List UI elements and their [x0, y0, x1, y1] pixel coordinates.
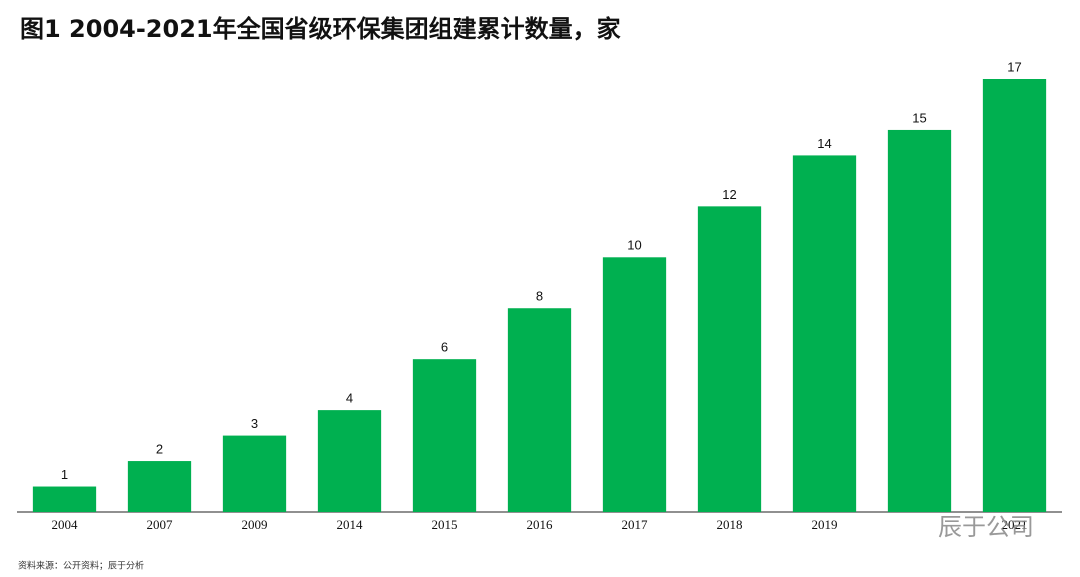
x-tick-label: 2014 — [337, 517, 364, 532]
bar — [317, 410, 382, 512]
value-label: 1 — [61, 467, 68, 482]
value-label: 12 — [722, 187, 736, 202]
value-label: 6 — [441, 340, 448, 355]
watermark: 辰于公司 — [938, 513, 1034, 541]
value-label: 3 — [251, 416, 258, 431]
x-tick-label: 2021 — [1002, 517, 1028, 532]
bar — [602, 257, 667, 512]
bar — [982, 79, 1047, 512]
bar — [32, 486, 97, 512]
bar — [222, 435, 287, 512]
x-tick-label: 2015 — [432, 517, 458, 532]
value-label: 4 — [346, 391, 353, 406]
x-tick-label: 2007 — [147, 517, 174, 532]
value-label: 14 — [817, 136, 831, 151]
x-tick-label: 2009 — [242, 517, 268, 532]
value-label: 2 — [156, 441, 163, 456]
chart-title: 图1 2004-2021年全国省级环保集团组建累计数量，家 — [20, 15, 621, 43]
bar — [697, 206, 762, 512]
bar — [507, 308, 572, 512]
x-tick-label: 2004 — [52, 517, 79, 532]
value-label: 8 — [536, 289, 543, 304]
source-note: 资料来源：公开资料；辰于分析 — [18, 560, 144, 572]
x-tick-label: 2016 — [527, 517, 554, 532]
bar — [887, 129, 952, 513]
x-tick-label: 2019 — [812, 517, 838, 532]
x-tick-label: 2018 — [717, 517, 743, 532]
bar — [412, 359, 477, 512]
value-label: 17 — [1007, 59, 1021, 74]
bar — [127, 461, 192, 512]
value-label: 10 — [627, 238, 641, 253]
value-label: 15 — [912, 110, 926, 125]
x-tick-label: 2017 — [622, 517, 649, 532]
bar — [792, 155, 857, 513]
